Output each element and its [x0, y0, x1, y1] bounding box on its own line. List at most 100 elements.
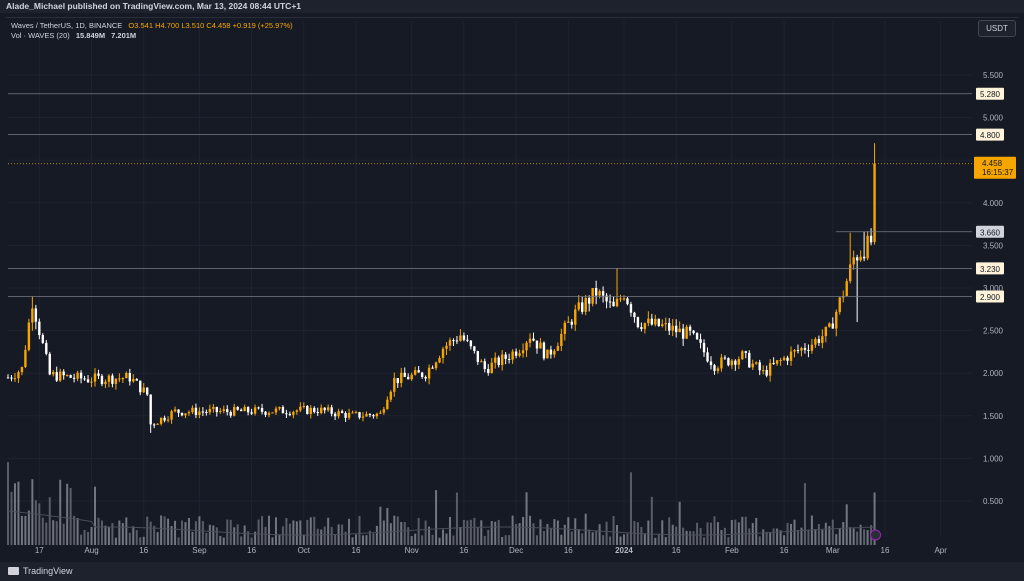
volume-bar [459, 527, 462, 545]
volume-bar [476, 527, 479, 545]
volume-bar [295, 521, 298, 545]
candle-body [855, 257, 859, 261]
volume-bar [591, 532, 594, 545]
candle-body [500, 354, 504, 366]
volume-bar [529, 515, 532, 545]
candle-body [340, 411, 344, 414]
candle-body [848, 264, 852, 282]
candle-body [260, 408, 264, 412]
volume-bar [268, 515, 271, 545]
volume-bar [793, 519, 796, 545]
x-tick-label: 16 [247, 546, 256, 555]
candle-body [156, 423, 159, 425]
volume-bar [469, 519, 472, 545]
volume-bar [431, 534, 434, 545]
volume-bar [483, 535, 486, 545]
volume-bar [187, 517, 190, 545]
volume-bar [567, 517, 570, 545]
candle-body [212, 407, 215, 409]
candle-body [34, 308, 38, 322]
candle-body [751, 363, 754, 368]
volume-bar [132, 526, 135, 545]
volume-bar [309, 517, 312, 545]
volume-bar [118, 520, 121, 545]
x-tick-label: 16 [139, 546, 148, 555]
candle-body [316, 412, 319, 414]
volume-bar [27, 510, 30, 545]
volume-bar [327, 517, 330, 545]
candle-body [661, 324, 664, 326]
volume-bar [796, 529, 799, 545]
candle-body [375, 413, 379, 417]
candle-body [490, 362, 493, 374]
candle-body [208, 408, 212, 413]
volume-bar [657, 533, 660, 545]
candle-body [681, 328, 685, 339]
volume-bar [699, 527, 702, 545]
candle-body [574, 309, 577, 325]
volume-bar [97, 517, 100, 545]
candle-body [135, 379, 138, 381]
candle-body [93, 373, 97, 382]
price-chart[interactable]: 5.2804.8003.2302.9005.5005.0004.5004.000… [6, 18, 1018, 563]
candle-body [528, 338, 532, 343]
candle-body [657, 318, 660, 326]
volume-bar [689, 531, 692, 545]
candle-body [118, 378, 121, 380]
level-label: 4.800 [980, 131, 1001, 140]
candle-body [288, 414, 292, 416]
volume-bar [80, 534, 83, 545]
volume-legend: Vol · WAVES (20) 15.849M 7.201M [11, 31, 136, 40]
volume-bar [424, 520, 427, 545]
volume-bar [62, 523, 65, 545]
candle-body [139, 380, 142, 393]
candle-body [76, 372, 79, 379]
candle-body [55, 372, 58, 381]
volume-bar [278, 534, 281, 545]
volume-bar [201, 521, 204, 545]
candle-body [45, 342, 48, 354]
chart-frame[interactable]: 5.2804.8003.2302.9005.5005.0004.5004.000… [6, 17, 1018, 563]
candle-body [302, 406, 306, 408]
volume-bar [167, 518, 170, 545]
volume-bar [247, 531, 250, 545]
level-label: 2.900 [980, 293, 1001, 302]
volume-bar [149, 521, 152, 545]
candle-body [41, 335, 45, 343]
volume-bar [574, 518, 577, 545]
volume-bar [177, 537, 180, 545]
candle-body [320, 407, 323, 414]
candle-body [647, 318, 650, 324]
candle-body [194, 407, 198, 416]
candle-body [330, 407, 333, 414]
volume-bar [139, 537, 142, 545]
candle-body [97, 373, 100, 376]
volume-bar [553, 519, 556, 545]
volume-bar [442, 529, 445, 545]
candle-body [608, 301, 612, 303]
volume-bar [605, 521, 608, 545]
y-tick-label: 5.500 [983, 71, 1004, 80]
volume-bar [800, 527, 803, 545]
tradingview-logo[interactable]: TradingView [8, 566, 73, 576]
candle-body [434, 362, 438, 369]
candle-body [257, 407, 260, 409]
candle-body [587, 297, 591, 304]
volume-bar [121, 522, 124, 545]
volume-bar [546, 524, 549, 545]
candle-body [668, 323, 671, 331]
volume-bar [654, 537, 657, 545]
volume-bar [288, 523, 291, 545]
volume-bar [215, 527, 218, 545]
candle-body [59, 371, 62, 381]
candle-body [365, 413, 368, 417]
volume-label: Vol · WAVES (20) [11, 31, 70, 40]
volume-bar [281, 526, 284, 545]
volume-bar [184, 522, 187, 545]
volume-bar [94, 486, 97, 545]
candle-body [246, 407, 250, 413]
volume-bar [316, 528, 319, 545]
candle-body [351, 412, 354, 414]
volume-bar [462, 519, 465, 545]
currency-selector-button[interactable]: USDT [978, 20, 1016, 37]
